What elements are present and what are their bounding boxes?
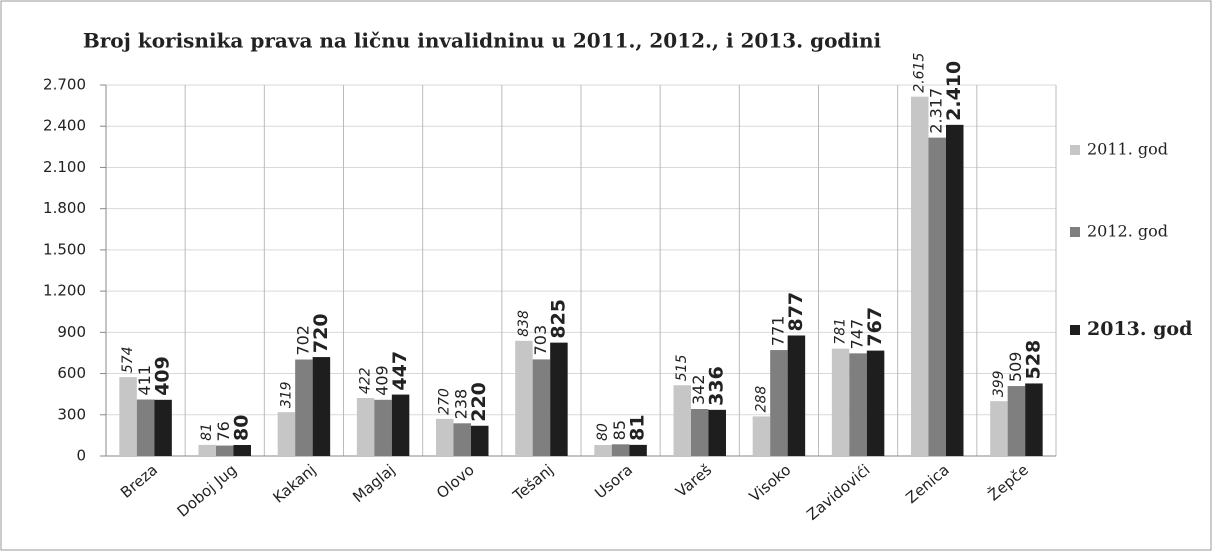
value-label: 771 xyxy=(768,316,787,347)
legend-swatch xyxy=(1070,145,1080,155)
legend-label: 2011. god xyxy=(1087,140,1168,159)
bar xyxy=(233,445,251,456)
value-label: 720 xyxy=(310,313,332,353)
bar xyxy=(708,409,726,456)
bar xyxy=(866,350,885,456)
bar xyxy=(752,416,771,456)
value-label: 825 xyxy=(547,299,569,339)
y-tick-label: 600 xyxy=(57,364,86,382)
bar xyxy=(277,412,296,456)
bar xyxy=(831,348,850,456)
value-label: 422 xyxy=(358,367,374,394)
value-label: 509 xyxy=(1006,352,1025,383)
bar xyxy=(1007,386,1026,456)
value-label: 781 xyxy=(833,318,849,345)
y-tick-label: 2.100 xyxy=(43,158,86,176)
bar xyxy=(1025,383,1043,456)
bar xyxy=(946,124,964,456)
value-label: 838 xyxy=(516,310,532,337)
y-tick-label: 1.200 xyxy=(43,282,86,300)
y-tick-label: 1.800 xyxy=(43,199,86,217)
value-label: 399 xyxy=(991,370,1007,397)
bar xyxy=(550,342,568,456)
bar xyxy=(216,445,234,456)
legend-label: 2012. god xyxy=(1087,222,1168,241)
value-label: 2.410 xyxy=(943,61,965,121)
legend-swatch xyxy=(1070,325,1080,335)
y-tick-label: 2.400 xyxy=(43,117,86,135)
value-label: 767 xyxy=(864,307,886,347)
value-label: 85 xyxy=(610,420,629,440)
legend-label: 2013. god xyxy=(1087,318,1192,340)
bar xyxy=(515,340,533,456)
value-label: 81 xyxy=(627,414,649,440)
value-label: 2.615 xyxy=(912,53,928,93)
bar xyxy=(787,335,806,456)
bar xyxy=(594,445,612,456)
y-tick-label: 0 xyxy=(76,447,86,465)
bar xyxy=(691,409,709,456)
value-label: 270 xyxy=(437,388,453,415)
bar xyxy=(154,399,172,456)
y-tick-label: 900 xyxy=(57,323,86,341)
y-tick-label: 1.500 xyxy=(43,240,86,258)
value-label: 574 xyxy=(120,346,136,373)
bar xyxy=(990,401,1008,456)
value-label: 747 xyxy=(848,319,867,350)
bar xyxy=(770,350,788,456)
chart-title: Broj korisnika prava na ličnu invalidnin… xyxy=(83,29,882,53)
value-label: 703 xyxy=(531,325,550,356)
legend-swatch xyxy=(1070,227,1080,237)
bar xyxy=(391,394,410,456)
value-label: 409 xyxy=(373,365,392,396)
bar xyxy=(611,444,630,456)
value-label: 409 xyxy=(152,356,174,396)
y-tick-label: 300 xyxy=(57,405,86,423)
value-label: 319 xyxy=(278,381,294,408)
bar xyxy=(471,425,489,456)
value-label: 220 xyxy=(468,382,490,422)
value-label: 702 xyxy=(293,325,312,356)
bar xyxy=(849,353,867,456)
y-tick-label: 2.700 xyxy=(43,76,86,94)
bar xyxy=(295,359,313,456)
value-label: 528 xyxy=(1022,340,1044,380)
value-label: 81 xyxy=(199,423,215,441)
value-label: 342 xyxy=(689,374,708,405)
bar xyxy=(453,423,471,456)
bar xyxy=(629,444,647,456)
value-label: 447 xyxy=(389,351,411,391)
value-label: 2.317 xyxy=(927,88,946,134)
value-label: 877 xyxy=(785,292,807,332)
value-label: 76 xyxy=(214,421,233,441)
value-label: 411 xyxy=(135,365,154,396)
bar xyxy=(532,359,551,456)
bar xyxy=(312,357,331,456)
value-label: 288 xyxy=(753,386,769,413)
bar xyxy=(119,377,137,456)
bar xyxy=(436,418,454,456)
value-label: 80 xyxy=(231,415,253,441)
value-label: 515 xyxy=(674,354,690,381)
value-label: 80 xyxy=(595,423,611,441)
bar xyxy=(136,399,155,456)
bar xyxy=(928,137,946,457)
bar xyxy=(198,444,216,456)
value-label: 336 xyxy=(706,366,728,406)
bar xyxy=(374,399,392,456)
bar xyxy=(356,398,375,456)
bar xyxy=(673,385,691,456)
value-label: 238 xyxy=(452,389,471,420)
bar xyxy=(911,96,929,456)
